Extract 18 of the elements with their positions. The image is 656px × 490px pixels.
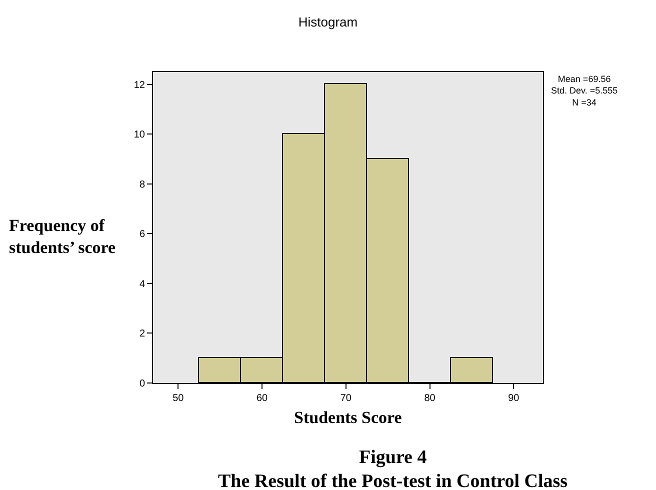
x-tick-label: 80 [424,393,436,404]
x-tick-label: 60 [256,393,268,404]
x-tick-label: 90 [508,393,520,404]
y-tick-label: 0 [139,378,146,390]
y-tick-label: 2 [139,328,146,340]
y-tick-label: 6 [139,229,146,240]
y-tick-label: 4 [139,278,146,290]
text: Mean =69.56 Std. Dev. =5.555 N =34 [551,74,618,108]
text: The Result of the Post-test in Control Class [218,471,568,490]
x-tick-label: 50 [172,393,184,404]
caption: Figure 4 [359,447,428,468]
y-tick-label: 12 [134,80,146,91]
y-tick-label: 8 [139,179,146,190]
y-tick-label: 10 [134,130,146,141]
x-axis-title: Students Score [294,408,402,427]
x-tick-label: 70 [340,393,352,404]
y-axis-title: Frequency of students’ score [9,216,116,258]
chart-title: Histogram [298,14,358,30]
